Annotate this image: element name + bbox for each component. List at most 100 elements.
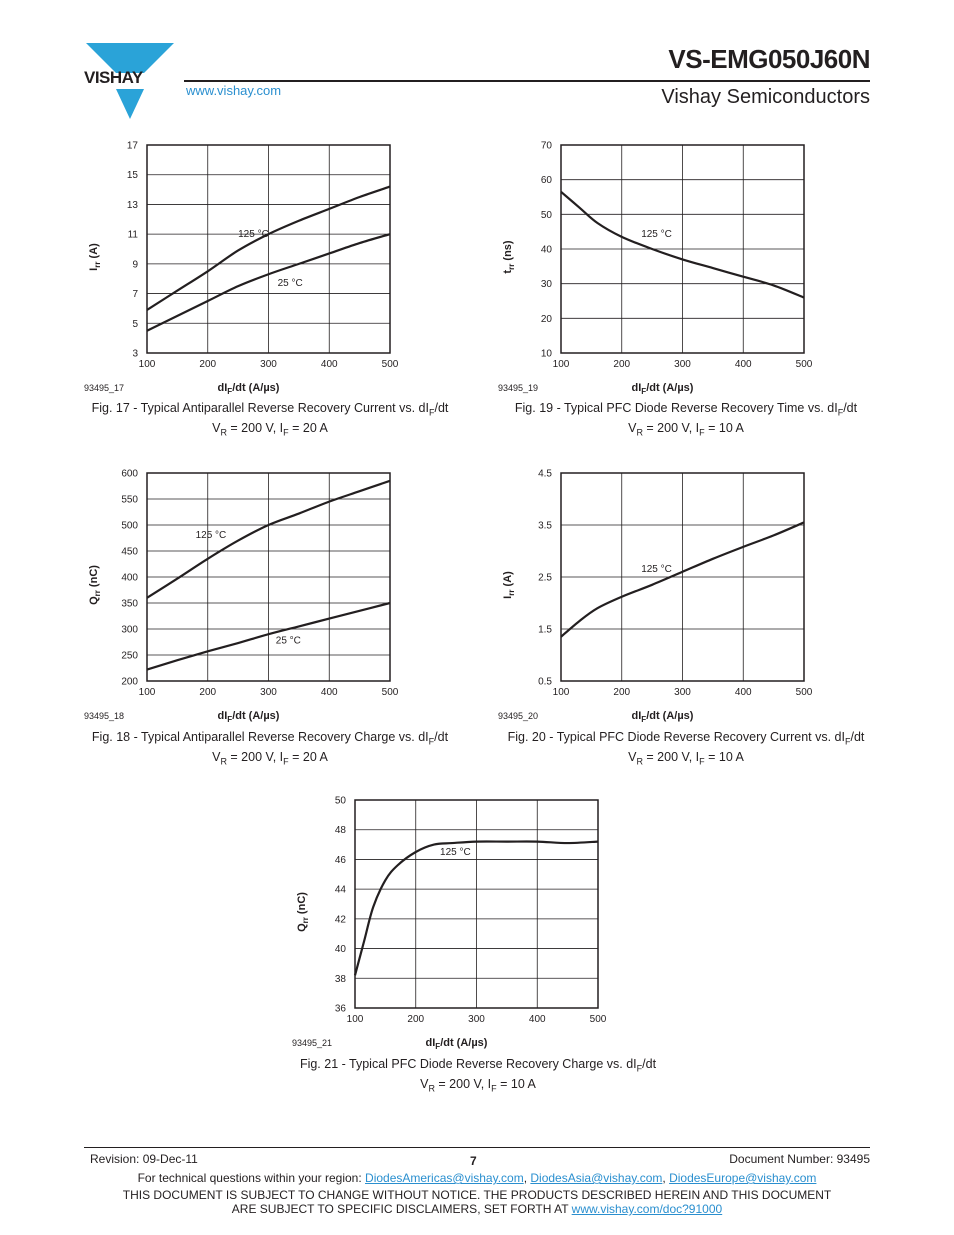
y-tick-label: 5 [132, 319, 138, 330]
y-tick-label: 350 [121, 599, 138, 610]
y-tick-label: 48 [335, 825, 347, 836]
caption-fig20-line2: VR = 200 V, IF = 10 A [628, 749, 744, 767]
caption-fig20: Fig. 20 - Typical PFC Diode Reverse Reco… [494, 730, 878, 769]
y-tick-label: 0.5 [538, 677, 552, 688]
x-tick-label: 100 [139, 687, 156, 698]
footer-rule [84, 1147, 870, 1148]
document-number: Document Number: 93495 [729, 1152, 870, 1166]
caption-fig17-line1: Fig. 17 - Typical Antiparallel Reverse R… [91, 401, 449, 418]
vishay-logo: VISHAY [84, 43, 174, 119]
x-tick-label: 500 [796, 359, 813, 370]
plot-frame [146, 144, 391, 354]
x-tick-label: 200 [613, 359, 630, 370]
caption-fig19: Fig. 19 - Typical PFC Diode Reverse Reco… [494, 401, 878, 440]
x-tick-label: 500 [382, 359, 399, 370]
x-tick-label: 400 [529, 1014, 546, 1025]
y-tick-label: 50 [541, 210, 553, 221]
disclaimer-link[interactable]: www.vishay.com/doc?91000 [571, 1202, 723, 1216]
y-axis-label: Irr (A) [502, 571, 516, 599]
y-tick-label: 500 [121, 521, 138, 532]
figure-id: 93495_20 [498, 711, 538, 721]
series-line-0 [560, 190, 805, 299]
x-tick-label: 100 [347, 1014, 364, 1025]
series-annotation: 125 °C [641, 229, 672, 240]
y-tick-label: 450 [121, 547, 138, 558]
y-tick-label: 40 [335, 944, 347, 955]
x-tick-label: 300 [260, 359, 277, 370]
y-tick-label: 15 [127, 170, 139, 181]
y-tick-label: 46 [335, 855, 347, 866]
figure-id: 93495_18 [84, 711, 124, 721]
revision: Revision: 09-Dec-11 [90, 1152, 198, 1166]
figure-17: 100 200 300 400 500 3 5 7 9 11 13 15 17 dIF/dt (A/µs)… [84, 138, 464, 405]
y-tick-label: 200 [121, 677, 138, 688]
series-annotation: 125 °C [641, 564, 672, 575]
y-axis-label: Qrr (nC) [88, 565, 102, 605]
series-line-1 [146, 601, 391, 671]
x-axis-label: dIF/dt (A/µs) [632, 382, 694, 396]
email-europe-link[interactable]: DiodesEurope@vishay.com [669, 1171, 817, 1185]
x-tick-label: 500 [590, 1014, 607, 1025]
y-tick-label: 20 [541, 314, 553, 325]
figure-19: 100 200 300 400 500 10 20 30 40 50 60 70 dIF/dt (A/µ… [498, 138, 878, 405]
y-tick-label: 60 [541, 175, 553, 186]
logo-wordmark: VISHAY [84, 68, 144, 87]
disclaimer-prefix: ARE SUBJECT TO SPECIFIC DISCLAIMERS, SET… [231, 1202, 572, 1216]
y-axis-label: Irr (A) [88, 243, 102, 271]
y-tick-label: 13 [127, 200, 139, 211]
x-axis-label: dIF/dt (A/µs) [632, 710, 694, 724]
caption-fig18-line2: VR = 200 V, IF = 20 A [212, 749, 328, 767]
series-annotation: 125 °C [238, 229, 269, 240]
y-tick-label: 300 [121, 625, 138, 636]
y-tick-label: 36 [335, 1004, 347, 1015]
y-tick-label: 250 [121, 651, 138, 662]
website-link[interactable]: www.vishay.com [186, 83, 282, 98]
y-tick-label: 10 [541, 349, 553, 360]
y-tick-label: 11 [128, 230, 139, 241]
x-tick-label: 200 [199, 359, 216, 370]
y-tick-label: 40 [541, 245, 553, 256]
email-americas-link[interactable]: DiodesAmericas@vishay.com [365, 1171, 524, 1185]
x-tick-label: 100 [139, 359, 156, 370]
series-line-0 [560, 521, 805, 638]
y-tick-label: 550 [121, 495, 138, 506]
series-line-0 [146, 185, 391, 311]
contact-prefix: For technical questions within your regi… [137, 1171, 366, 1185]
x-tick-label: 500 [382, 687, 399, 698]
figure-18: 100 200 300 400 500 200 250 300 350 400 450 500 550 6… [84, 466, 464, 733]
series-annotation: 125 °C [196, 530, 227, 541]
plot-frame [146, 472, 391, 682]
y-tick-label: 44 [335, 885, 347, 896]
x-axis-label: dIF/dt (A/µs) [218, 710, 280, 724]
plot-frame [560, 472, 805, 682]
caption-fig21-line1: Fig. 21 - Typical PFC Diode Reverse Reco… [299, 1057, 657, 1074]
x-tick-label: 100 [553, 359, 570, 370]
caption-fig19-line1: Fig. 19 - Typical PFC Diode Reverse Reco… [514, 401, 858, 418]
series-line-1 [146, 233, 391, 332]
page-number: 7 [470, 1154, 477, 1168]
x-tick-label: 200 [199, 687, 216, 698]
x-tick-label: 100 [553, 687, 570, 698]
x-tick-label: 200 [613, 687, 630, 698]
figure-id: 93495_21 [292, 1038, 332, 1048]
y-axis-label: Qrr (nC) [296, 892, 310, 932]
y-tick-label: 38 [335, 974, 347, 985]
company-name: Vishay Semiconductors [661, 86, 870, 108]
y-tick-label: 600 [121, 469, 138, 480]
disclaimer-line2: ARE SUBJECT TO SPECIFIC DISCLAIMERS, SET… [0, 1202, 954, 1216]
y-tick-label: 42 [335, 914, 347, 925]
disclaimer-line1: THIS DOCUMENT IS SUBJECT TO CHANGE WITHO… [122, 1188, 832, 1202]
series-annotation: 125 °C [440, 847, 471, 858]
y-tick-label: 9 [132, 259, 138, 270]
y-tick-label: 50 [335, 796, 347, 807]
x-axis-label: dIF/dt (A/µs) [218, 382, 280, 396]
x-tick-label: 200 [407, 1014, 424, 1025]
x-tick-label: 400 [735, 687, 752, 698]
y-tick-label: 17 [127, 141, 139, 152]
caption-fig19-line2: VR = 200 V, IF = 10 A [628, 420, 744, 438]
caption-fig20-line1: Fig. 20 - Typical PFC Diode Reverse Reco… [507, 730, 865, 747]
email-asia-link[interactable]: DiodesAsia@vishay.com [530, 1171, 663, 1185]
caption-fig17: Fig. 17 - Typical Antiparallel Reverse R… [80, 401, 460, 440]
y-tick-label: 3.5 [538, 521, 552, 532]
y-tick-label: 1.5 [538, 625, 552, 636]
